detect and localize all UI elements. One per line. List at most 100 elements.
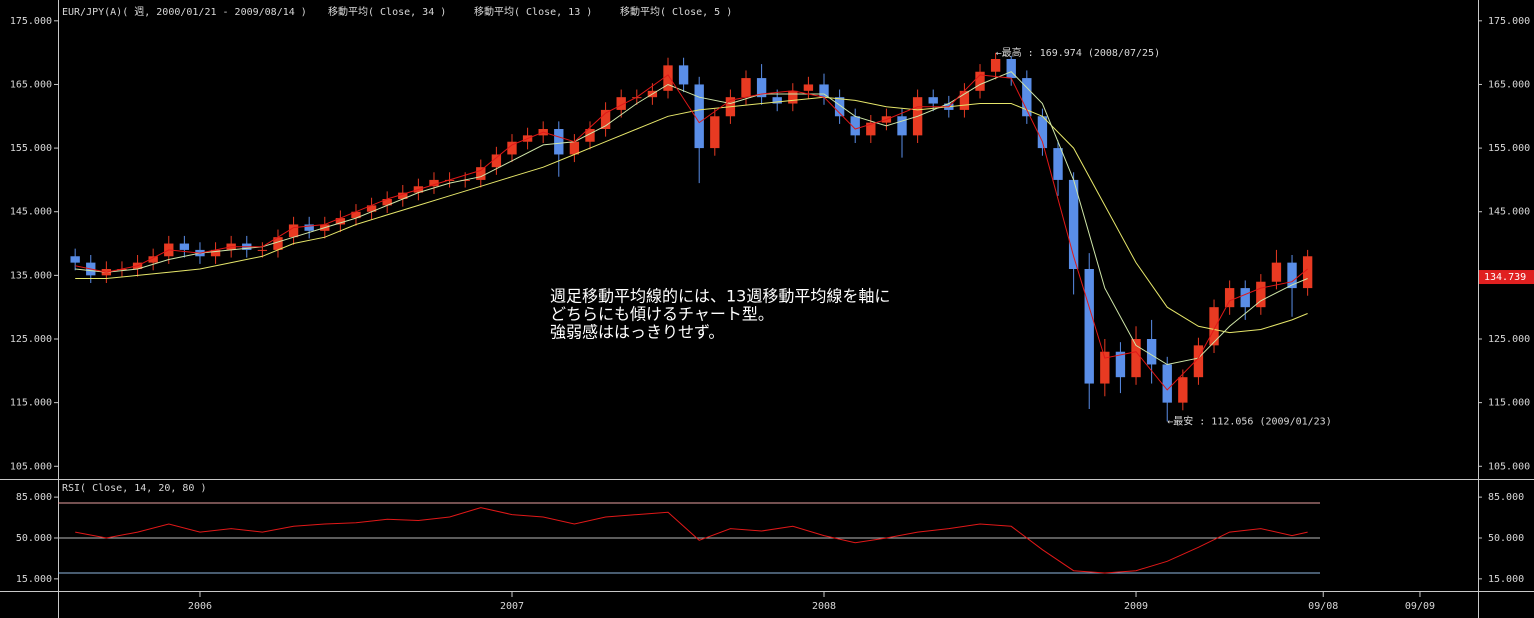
y-tick-label: 175.000: [1488, 16, 1530, 27]
candle-body: [1287, 262, 1297, 289]
candle-body: [1256, 281, 1266, 308]
candle-body: [959, 90, 970, 110]
candle-body: [710, 116, 720, 149]
candle-body: [70, 256, 80, 263]
candle-body: [179, 243, 190, 250]
candle-body: [897, 116, 907, 136]
legend-entry: 移動平均( Close, 13 ): [474, 5, 592, 18]
y-tick-label: 105.000: [1488, 461, 1530, 472]
x-tick-label: 09/09: [1405, 601, 1435, 612]
candle-body: [1146, 339, 1157, 365]
x-tick-label: 2007: [500, 601, 524, 612]
annotation: ←最安 : 112.056 (2009/01/23): [1167, 414, 1332, 427]
candle-body: [663, 65, 673, 91]
candle-body: [1240, 288, 1250, 308]
candle-body: [1193, 345, 1204, 378]
x-tick-label: 09/08: [1308, 601, 1338, 612]
x-tick-label: 2008: [812, 601, 836, 612]
y-tick-label: 165.000: [1488, 79, 1530, 90]
y-tick-label: 165.000: [10, 79, 52, 90]
candle-body: [366, 205, 377, 212]
line-series: [75, 74, 1308, 391]
candle-body: [1131, 339, 1141, 378]
candle-body: [819, 84, 829, 98]
candle-body: [1037, 116, 1048, 149]
candle-body: [756, 78, 767, 98]
line-series: [75, 71, 1308, 366]
candle-body: [1100, 351, 1110, 384]
x-tick-label: 2006: [188, 601, 212, 612]
candle-body: [554, 129, 564, 155]
candle-body: [257, 249, 268, 251]
last-price-label: 134.739: [1484, 272, 1526, 283]
candle-body: [600, 109, 611, 129]
candle-body: [351, 211, 361, 219]
y-tick-label: 85.000: [16, 492, 52, 503]
candle-body: [1209, 307, 1219, 346]
candle-body: [928, 97, 938, 104]
candle-body: [1084, 269, 1094, 384]
candle-body: [866, 122, 876, 136]
y-tick-label: 125.000: [10, 334, 52, 345]
candle-body: [335, 218, 346, 225]
y-tick-label: 155.000: [1488, 143, 1530, 154]
candle-body: [1224, 288, 1235, 308]
candle-body: [1068, 179, 1079, 269]
candle-body: [1053, 148, 1063, 180]
candle-body: [1115, 351, 1126, 378]
candle-body: [398, 192, 408, 199]
candle-body: [990, 59, 1001, 72]
y-tick-label: 155.000: [10, 143, 52, 154]
candle-body: [148, 256, 158, 263]
y-tick-label: 125.000: [1488, 334, 1530, 345]
candle-body: [304, 224, 314, 231]
y-tick-label: 145.000: [1488, 207, 1530, 218]
candle-body: [834, 97, 845, 117]
candle-body: [429, 179, 439, 187]
y-tick-label: 15.000: [1488, 574, 1524, 585]
y-tick-label: 145.000: [10, 207, 52, 218]
annotation: ←最高 : 169.974 (2008/07/25): [996, 46, 1161, 59]
candle-body: [585, 129, 595, 142]
candle-body: [1302, 256, 1313, 289]
candle-body: [382, 199, 392, 206]
comment-line: 週足移動平均線的には、13週移動平均線を軸に: [550, 287, 890, 306]
y-tick-label: 105.000: [10, 461, 52, 472]
candle-body: [803, 84, 814, 91]
candle-body: [210, 249, 221, 257]
candle-body: [850, 116, 860, 136]
candle-body: [476, 167, 486, 180]
y-tick-label: 135.000: [10, 270, 52, 281]
candle-body: [569, 141, 580, 155]
chart-title: EUR/JPY(A)( 週, 2000/01/21 - 2009/08/14 ): [62, 6, 307, 18]
legend-entry: 移動平均( Close, 5 ): [620, 5, 732, 18]
candle-body: [788, 90, 798, 104]
candle-body: [741, 78, 751, 98]
comment-line: どちらにも傾けるチャート型。: [550, 305, 774, 324]
candle-body: [288, 224, 299, 238]
y-tick-label: 175.000: [10, 16, 52, 27]
y-tick-label: 50.000: [16, 533, 52, 544]
y-tick-label: 85.000: [1488, 492, 1524, 503]
legend-entry: 移動平均( Close, 34 ): [328, 5, 446, 18]
y-tick-label: 15.000: [16, 574, 52, 585]
candle-body: [507, 141, 517, 155]
candle-body: [616, 97, 626, 110]
candle-body: [694, 84, 704, 149]
line-series: [75, 96, 1308, 334]
candle-body: [975, 71, 985, 91]
candle-body: [491, 154, 502, 168]
candle-body: [1162, 364, 1172, 403]
candle-body: [1271, 262, 1282, 282]
x-tick-label: 2009: [1124, 601, 1148, 612]
y-tick-label: 115.000: [10, 398, 52, 409]
comment-line: 強弱感ははっきりせず。: [550, 323, 724, 342]
rsi-title: RSI( Close, 14, 20, 80 ): [62, 483, 207, 494]
candle-body: [1022, 78, 1032, 117]
y-tick-label: 115.000: [1488, 398, 1530, 409]
line-series: [75, 507, 1308, 574]
candle-body: [1006, 59, 1016, 79]
y-tick-label: 50.000: [1488, 533, 1524, 544]
